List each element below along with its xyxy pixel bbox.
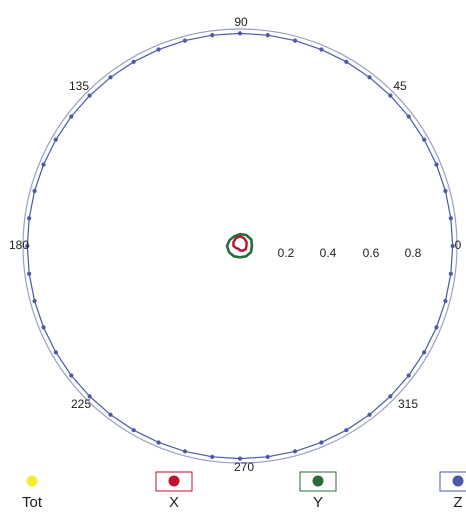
angle-tick-315: 315: [398, 397, 418, 411]
legend-marker-z: [452, 475, 464, 487]
series-point-z: [406, 114, 411, 119]
series-point-z: [182, 449, 188, 454]
angle-tick-225: 225: [71, 397, 91, 411]
series-point-z: [156, 47, 161, 52]
legend-swatch-frame: [155, 471, 193, 492]
legend-label: Y: [313, 494, 323, 511]
legend-marker-tot: [26, 475, 38, 487]
series-point-z: [319, 47, 324, 52]
series-point-z: [388, 93, 393, 98]
series-point-z: [443, 188, 448, 194]
series-point-z: [450, 243, 455, 249]
series-point-z: [69, 373, 74, 378]
series-point-z: [265, 454, 270, 459]
legend-marker-x: [168, 475, 180, 487]
legend-label: X: [169, 494, 179, 511]
series-point-z: [344, 59, 349, 64]
legend-item-z[interactable]: Z: [439, 471, 466, 511]
radial-tick-0.4: 0.4: [320, 246, 337, 260]
series-point-z: [422, 350, 427, 355]
legend-label: Tot: [22, 494, 43, 511]
series-point-z: [27, 216, 32, 221]
series-point-z: [156, 440, 161, 445]
angle-tick-180: 180: [9, 238, 29, 252]
legend-swatch-frame: [439, 471, 466, 492]
series-point-z: [41, 162, 46, 167]
series-point-z: [108, 75, 113, 80]
series-point-z: [319, 440, 324, 445]
radial-tick-0.8: 0.8: [405, 246, 422, 260]
series-point-z: [344, 428, 349, 433]
legend-marker-y: [312, 475, 324, 487]
series-point-z: [422, 137, 427, 142]
legend-label: Z: [453, 494, 462, 511]
polar-frame: [22, 28, 458, 464]
series-point-z: [53, 137, 58, 142]
legend: Tot X Y Z: [22, 471, 466, 512]
series-point-z: [292, 449, 298, 454]
series-point-z: [108, 412, 113, 417]
series-point-z: [69, 114, 74, 119]
series-traces: [25, 31, 455, 461]
series-point-z: [53, 350, 58, 355]
series-point-z: [443, 298, 448, 304]
series-point-z: [182, 38, 188, 43]
legend-item-y[interactable]: Y: [299, 471, 337, 511]
angle-tick-45: 45: [393, 79, 407, 93]
series-point-z: [131, 59, 136, 64]
series-point-z: [388, 394, 393, 399]
series-point-z: [210, 33, 215, 38]
series-point-z: [434, 325, 439, 330]
series-line-z: [26, 32, 454, 460]
angle-tick-0: 0: [455, 238, 462, 252]
series-point-z: [27, 271, 32, 276]
legend-item-x[interactable]: X: [155, 471, 193, 511]
radial-tick-labels: 0.2 0.4 0.6 0.8: [278, 246, 422, 260]
series-point-z: [32, 188, 37, 194]
series-line-x: [232, 234, 248, 252]
series-point-z: [32, 298, 37, 304]
series-point-z: [87, 93, 92, 98]
radial-tick-0.6: 0.6: [363, 246, 380, 260]
series-point-z: [25, 243, 30, 249]
series-line-y: [225, 232, 254, 259]
series-point-z: [406, 373, 411, 378]
series-point-z: [292, 38, 298, 43]
series-point-z: [265, 33, 270, 38]
angle-tick-90: 90: [234, 15, 248, 29]
series-point-z: [41, 325, 46, 330]
series-point-z: [131, 428, 136, 433]
angle-tick-270: 270: [234, 460, 254, 474]
legend-swatch-frame: [299, 471, 337, 492]
series-point-z: [448, 216, 453, 221]
series-point-z: [434, 162, 439, 167]
angle-tick-135: 135: [69, 79, 89, 93]
angle-tick-labels: 0 45 90 135 180 225 270 315: [9, 15, 462, 474]
series-point-z: [237, 31, 243, 36]
legend-item-tot[interactable]: Tot: [22, 475, 43, 512]
radial-tick-0.2: 0.2: [278, 246, 295, 260]
series-point-z: [210, 454, 215, 459]
series-point-z: [367, 412, 372, 417]
series-point-z: [448, 271, 453, 276]
outer-circle: [22, 28, 458, 464]
series-point-z: [87, 394, 92, 399]
series-point-z: [367, 75, 372, 80]
series-point-z: [237, 456, 243, 461]
